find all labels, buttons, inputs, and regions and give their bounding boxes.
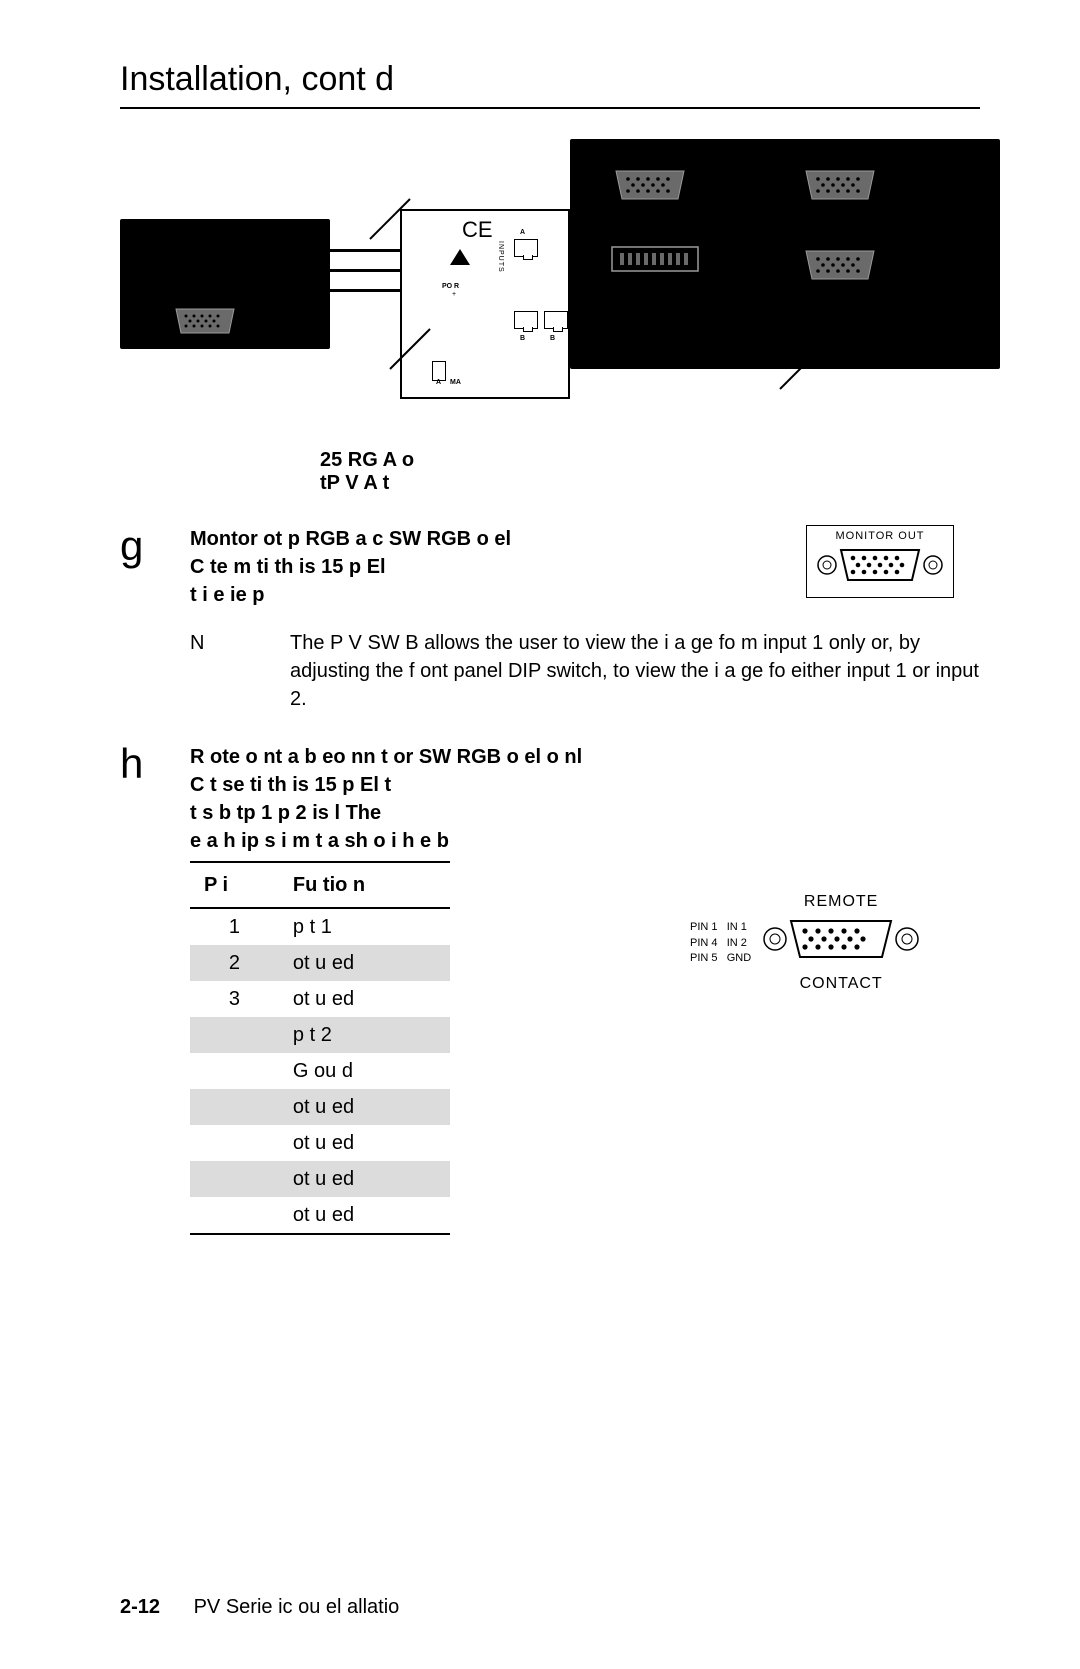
step-h: h R ote o nt a b eo nn t or SW RGB o el … xyxy=(120,743,980,1235)
table-row: 1p t 1 xyxy=(190,908,450,945)
pin-cell xyxy=(190,1017,279,1053)
note-block: N The P V SW B allows the user to view t… xyxy=(190,629,980,713)
function-cell: ot u ed xyxy=(279,1125,450,1161)
vga-port-icon xyxy=(761,913,921,965)
table-row: G ou d xyxy=(190,1053,450,1089)
table-row: 3ot u ed xyxy=(190,981,450,1017)
step-g: g Montor ot p RGB a c SW RGB o el C te m… xyxy=(120,525,980,609)
page-title: Installation, cont d xyxy=(120,60,980,99)
diagram-caption: 25 RG A o tP V A t xyxy=(320,449,980,495)
page-footer: 2-12 PV Serie ic ou el allatio xyxy=(120,1596,399,1619)
header-rule xyxy=(120,107,980,109)
table-row: ot u ed xyxy=(190,1089,450,1125)
vga-port-icon xyxy=(815,544,945,586)
function-cell: ot u ed xyxy=(279,1197,450,1234)
callout-lines xyxy=(120,139,1020,419)
function-cell: p t 1 xyxy=(279,908,450,945)
function-cell: G ou d xyxy=(279,1053,450,1089)
pin-cell xyxy=(190,1161,279,1197)
table-header: P i xyxy=(190,862,279,908)
connection-diagram: CE PO R + INPUTS A B B MA A xyxy=(120,139,980,419)
function-cell: p t 2 xyxy=(279,1017,450,1053)
table-row: ot u ed xyxy=(190,1197,450,1234)
function-cell: ot u ed xyxy=(279,1089,450,1125)
pin-function-table: P i Fu tio n 1p t 12ot u ed3ot u edp t 2… xyxy=(190,861,450,1235)
table-header: Fu tio n xyxy=(279,862,450,908)
table-row: p t 2 xyxy=(190,1017,450,1053)
table-row: ot u ed xyxy=(190,1125,450,1161)
pin-cell xyxy=(190,1089,279,1125)
table-row: ot u ed xyxy=(190,1161,450,1197)
pin-cell: 2 xyxy=(190,945,279,981)
note-text: The P V SW B allows the user to view the… xyxy=(290,629,980,713)
note-label: N xyxy=(190,629,290,713)
function-cell: ot u ed xyxy=(279,945,450,981)
page-number: 2-12 xyxy=(120,1596,160,1618)
step-letter: h xyxy=(120,743,190,1235)
footer-text: PV Serie ic ou el allatio xyxy=(194,1596,400,1618)
function-cell: ot u ed xyxy=(279,1161,450,1197)
monitor-out-figure: MONITOR OUT xyxy=(780,525,980,598)
function-cell: ot u ed xyxy=(279,981,450,1017)
remote-contact-figure: PIN 1 IN 1 PIN 4 IN 2 PIN 5 GND REMOTE xyxy=(690,891,990,996)
pin-cell: 1 xyxy=(190,908,279,945)
pin-cell xyxy=(190,1125,279,1161)
pin-cell xyxy=(190,1053,279,1089)
pin-cell: 3 xyxy=(190,981,279,1017)
step-letter: g xyxy=(120,525,190,609)
pin-legend: PIN 1 IN 1 PIN 4 IN 2 PIN 5 GND xyxy=(690,920,751,966)
pin-cell xyxy=(190,1197,279,1234)
table-row: 2ot u ed xyxy=(190,945,450,981)
